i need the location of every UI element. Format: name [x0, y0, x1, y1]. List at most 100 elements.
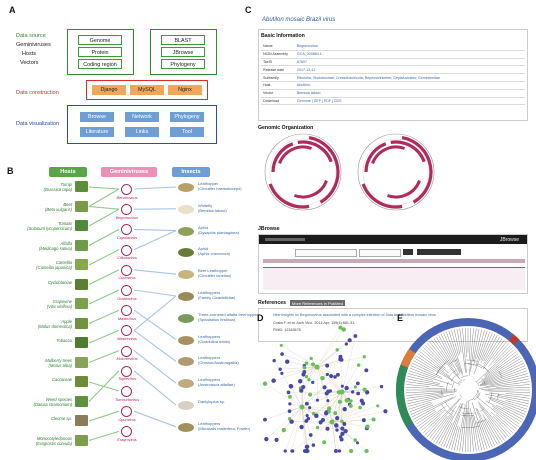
- tree-internal-arc: [476, 418, 487, 424]
- insect-photo: [178, 313, 194, 323]
- phylogenetic-tree: [396, 318, 536, 460]
- network-node: [341, 327, 346, 332]
- host-item[interactable]: Tomato: [58, 221, 72, 226]
- host-item[interactable]: Grapevine: [52, 299, 72, 304]
- insect-name[interactable]: Aphid: [198, 224, 209, 230]
- insect-name[interactable]: Leafhoppers: [198, 355, 221, 361]
- host-item[interactable]: Beet: [63, 201, 72, 207]
- info-value[interactable]: GCA_000864.1: [295, 50, 525, 59]
- label-data-source: Data source: [16, 33, 46, 39]
- insect-name[interactable]: Leafhoppers: [198, 290, 221, 295]
- insect-name[interactable]: Leafhopper: [198, 181, 219, 186]
- gene-arc: [390, 140, 426, 163]
- network-node: [304, 375, 309, 379]
- network-node: [356, 391, 361, 396]
- virus-genome-icon[interactable]: [121, 264, 132, 276]
- tree-branch: [488, 343, 509, 367]
- insect-name[interactable]: Three-cornered alfalfa treehopper: [198, 311, 258, 317]
- network-node: [302, 449, 307, 453]
- virus-genome-icon[interactable]: [121, 184, 132, 195]
- virus-genome-icon[interactable]: [121, 345, 132, 357]
- tree-branch: [476, 396, 517, 429]
- host-item[interactable]: Camellia: [55, 260, 72, 265]
- network-node: [287, 417, 292, 421]
- tree-internal-arc: [479, 408, 485, 412]
- host-virus-link: [88, 228, 120, 246]
- network-node: [325, 426, 330, 431]
- virus-genome-icon[interactable]: [121, 204, 132, 216]
- jbrowse-highlight-button[interactable]: [417, 249, 461, 255]
- virus-genome-icon[interactable]: [121, 386, 132, 397]
- insect-name[interactable]: Leafhoppers: [198, 377, 221, 383]
- virus-insect-link: [133, 410, 177, 428]
- virus-genus-label: Mulcrilevirus: [116, 357, 138, 362]
- tree-internal-arc: [477, 363, 489, 372]
- network-node: [324, 391, 329, 396]
- tree-branch: [425, 345, 443, 364]
- host-item[interactable]: Tobacco: [56, 338, 72, 343]
- insect-name[interactable]: Leafhoppers: [198, 420, 221, 426]
- tree-branch: [485, 400, 522, 422]
- insect-name[interactable]: Aphid: [198, 246, 209, 252]
- genome-maps: [264, 133, 435, 211]
- basic-info-card: Basic Information Name Begomovirus NCBI As…: [258, 29, 528, 121]
- network-edge: [341, 335, 356, 393]
- virus-genome-icon[interactable]: [121, 224, 132, 236]
- network-node: [348, 448, 354, 454]
- genome-inner-ring: [362, 138, 430, 206]
- insect-name[interactable]: Dactylopius sp.: [198, 399, 226, 404]
- insect-name[interactable]: Beet Leafhopper: [198, 268, 228, 274]
- tree-branch: [416, 355, 454, 381]
- info-value[interactable]: Genome | GFF | PDF | CDS: [295, 97, 525, 106]
- jbrowse-location-input[interactable]: [295, 249, 357, 257]
- host-item[interactable]: Alfalfa: [60, 240, 72, 246]
- host-item[interactable]: Turnip: [60, 182, 72, 187]
- network-node: [315, 398, 320, 402]
- tree-branch: [417, 353, 450, 377]
- host-virus-link: [88, 208, 120, 227]
- network-edge: [301, 406, 314, 446]
- tree-branch: [406, 378, 440, 385]
- host-item[interactable]: Monocotyledonous: [36, 435, 72, 441]
- tree-branch: [406, 394, 443, 402]
- jbrowse-go-button[interactable]: [403, 249, 413, 255]
- insect-name[interactable]: Whitefly: [198, 202, 213, 208]
- tree-internal-arc: [475, 381, 479, 386]
- network-node: [322, 440, 327, 445]
- jbrowse-search-input[interactable]: [359, 249, 401, 257]
- reference-title[interactable]: New insights on Begomovirus associated w…: [273, 313, 436, 317]
- tree-branch: [423, 347, 446, 369]
- virus-genome-icon[interactable]: [121, 426, 132, 438]
- virus-genome-icon[interactable]: [121, 244, 132, 256]
- virus-genus-label: Capulavirus: [116, 235, 138, 240]
- virus-genome-icon[interactable]: [121, 285, 132, 296]
- gene-arc: [268, 183, 310, 209]
- virus-genome-icon[interactable]: [121, 325, 132, 337]
- network-node: [379, 384, 384, 389]
- tree-branch: [483, 336, 500, 364]
- insect-name[interactable]: Leafhoppers: [198, 333, 221, 339]
- host-plant-photo: [75, 239, 88, 251]
- tree-branch: [412, 397, 453, 418]
- chip-django: Django: [92, 84, 126, 95]
- host-item[interactable]: Cyclobtaniae: [47, 279, 72, 285]
- jbrowse-menu[interactable]: [265, 238, 305, 241]
- host-item[interactable]: Apple: [61, 318, 72, 324]
- info-value[interactable]: Abutilon: [295, 81, 525, 90]
- jbrowse-viewer: JBrowse: [258, 234, 528, 294]
- host-item[interactable]: Weed species: [45, 396, 72, 402]
- more-references-button[interactable]: More References in PubMed: [290, 300, 345, 306]
- tree-branch: [492, 341, 507, 360]
- virus-genome-icon[interactable]: [121, 305, 132, 317]
- host-item[interactable]: Cleome sp.: [50, 416, 72, 421]
- virus-genome-icon[interactable]: [121, 365, 132, 377]
- virus-genome-icon[interactable]: [121, 406, 132, 418]
- tree-branch: [431, 405, 457, 441]
- info-row: TaxID 87607: [261, 58, 525, 67]
- header-hosts: Hosts: [49, 167, 87, 177]
- host-item[interactable]: Mulberry trees: [45, 357, 72, 363]
- insect-scientific-name: (Austroasca alfalfae): [198, 382, 235, 388]
- host-item[interactable]: Cactaceae: [51, 377, 72, 382]
- info-row: Download Genome | GFF | PDF | CDS: [261, 97, 525, 106]
- tree-branch: [436, 415, 453, 444]
